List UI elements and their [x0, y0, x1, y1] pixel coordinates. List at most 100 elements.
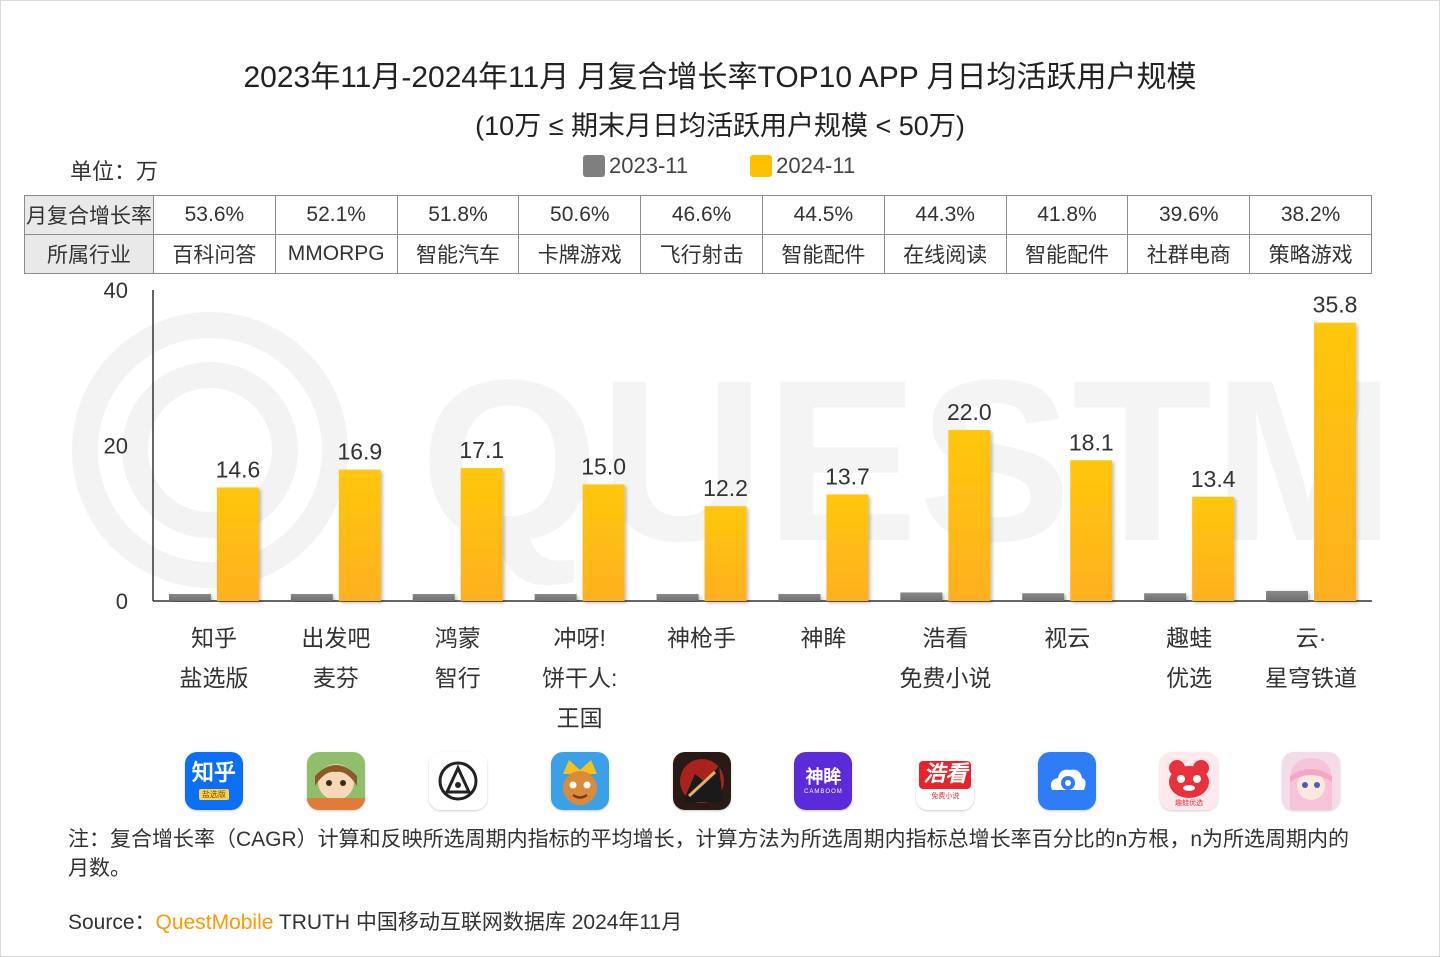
- x-category-label: 趣蛙 优选: [1129, 618, 1249, 698]
- zhihu-app-icon: 知乎 盐选版: [184, 752, 243, 810]
- x-category-line: 星穹铁道: [1265, 665, 1358, 691]
- bar-2024: [1192, 496, 1235, 601]
- starrail-app-icon: [1282, 752, 1341, 810]
- data-label-2024: 35.8: [1313, 292, 1358, 318]
- source-prefix: Source：: [68, 911, 156, 934]
- zhihu-logo-sub: 盐选版: [198, 789, 229, 800]
- x-category-line: 冲呀!: [553, 625, 606, 651]
- cagr-cell: 53.6%: [153, 195, 276, 235]
- cagr-cell: 44.3%: [883, 195, 1007, 235]
- bar-2023: [1266, 590, 1309, 601]
- cagr-cell: 50.6%: [518, 195, 642, 235]
- bar-2023: [900, 592, 943, 601]
- x-category-line: 出发吧: [301, 625, 371, 651]
- legend-swatch-2023: [583, 155, 605, 177]
- x-category-line: 智行: [434, 665, 481, 691]
- x-category-line: 神眸: [800, 625, 847, 651]
- legend-label-2023: 2023-11: [609, 153, 689, 178]
- x-category-line: 优选: [1166, 665, 1213, 691]
- legend-item-2023: 2023-11: [583, 153, 688, 179]
- bar-2023: [534, 594, 577, 601]
- industry-cell: 卡牌游戏: [518, 234, 642, 274]
- industry-row: 所属行业 百科问答 MMORPG 智能汽车 卡牌游戏 飞行射击 智能配件 在线阅…: [24, 234, 1372, 274]
- industry-cell: 在线阅读: [883, 234, 1007, 274]
- cagr-cell: 39.6%: [1127, 195, 1251, 235]
- industry-cell: 智能汽车: [396, 234, 520, 274]
- legend-item-2024: 2024-11: [750, 153, 855, 179]
- data-label-2024: 15.0: [581, 453, 626, 479]
- bar-2024: [704, 506, 747, 601]
- x-category-label: 云· 星穹铁道: [1251, 618, 1371, 698]
- data-label-2024: 14.6: [216, 456, 261, 482]
- x-category-label: 出发吧 麦芬: [276, 618, 396, 698]
- legend: 2023-11 2024-11: [583, 153, 917, 179]
- data-label-2024: 22.0: [947, 399, 992, 425]
- frog-app-icon: 趣蛙优选: [1160, 752, 1219, 810]
- x-category-line: 鸿蒙: [434, 625, 481, 651]
- info-table: 月复合增长率 53.6% 52.1% 51.8% 50.6% 46.6% 44.…: [24, 195, 1372, 274]
- cloud-eye-app-icon: [1038, 752, 1097, 810]
- bar-2024: [338, 469, 381, 601]
- bar-2024: [1314, 322, 1357, 601]
- cagr-cell: 52.1%: [274, 195, 398, 235]
- data-label-2024: 13.4: [1191, 466, 1236, 492]
- footnote: 注：复合增长率（CAGR）计算和反映所选周期内指标的平均增长，计算方法为所选周期…: [68, 828, 1350, 880]
- industry-cell: 智能配件: [1005, 234, 1129, 274]
- cagr-cell: 51.8%: [396, 195, 520, 235]
- cookie-game-app-icon: [550, 752, 609, 810]
- x-category-label: 鸿蒙 智行: [398, 618, 518, 698]
- source-line: Source：QuestMobile TRUTH 中国移动互联网数据库 2024…: [68, 906, 682, 936]
- x-category-line: 麦芬: [312, 665, 359, 691]
- bar-2023: [1022, 593, 1065, 601]
- bar-2024: [1070, 460, 1113, 601]
- bar-chart: 0 20 40 14.6 16.9 17.1 15.0 12.2 13.7 22.0 18.1 13…: [104, 278, 1372, 614]
- bar-2023: [778, 594, 821, 601]
- x-category-label: 浩看 免费小说: [885, 618, 1005, 698]
- y-tick-label: 20: [104, 434, 128, 459]
- haokan-logo-text: 浩看: [919, 761, 972, 789]
- qwa-logo-sub: 趣蛙优选: [1175, 800, 1204, 807]
- shooter-game-app-icon: [672, 752, 731, 810]
- cagr-row: 月复合增长率 53.6% 52.1% 51.8% 50.6% 46.6% 44.…: [24, 195, 1372, 235]
- bar-2023: [168, 594, 211, 601]
- chart-title: 2023年11月-2024年11月 月复合增长率TOP10 APP 月日均活跃用…: [243, 61, 1197, 94]
- bar-2023: [290, 594, 333, 601]
- y-tick-label: 40: [104, 278, 128, 303]
- bar-2024: [826, 494, 869, 601]
- bar-2024: [216, 487, 259, 601]
- data-label-2024: 18.1: [1069, 429, 1114, 455]
- industry-cell: MMORPG: [274, 234, 398, 274]
- haokan-app-icon: 浩看 免费小说: [916, 752, 975, 810]
- x-category-label: 冲呀! 饼干人: 王国: [520, 618, 640, 738]
- industry-cell: 百科问答: [153, 234, 276, 274]
- x-category-line: 神枪手: [667, 625, 737, 651]
- data-label-2024: 13.7: [825, 463, 870, 489]
- data-label-2024: 17.1: [459, 437, 504, 463]
- bar-2024: [460, 468, 503, 601]
- cagr-cell: 44.5%: [761, 195, 885, 235]
- x-category-label: 神眸: [763, 618, 883, 658]
- shenmou-app-icon: 神眸 CAMBOOM: [794, 752, 853, 810]
- industry-row-header: 所属行业: [24, 234, 154, 274]
- x-category-label: 视云: [1007, 618, 1127, 658]
- industry-cell: 策略游戏: [1249, 234, 1372, 274]
- shenmou-logo-text: 神眸: [805, 767, 842, 788]
- chart-subtitle: (10万 ≤ 期末月日均活跃用户规模 < 50万): [475, 111, 965, 141]
- x-category-line: 饼干人:: [541, 665, 618, 691]
- bar-2023: [412, 594, 455, 601]
- legend-swatch-2024: [750, 155, 773, 177]
- game-girl-app-icon: [306, 752, 365, 810]
- industry-cell: 社群电商: [1127, 234, 1251, 274]
- source-rest: TRUTH 中国移动互联网数据库 2024年11月: [273, 911, 683, 934]
- shenmou-logo-sub: CAMBOOM: [804, 789, 843, 795]
- cagr-row-header: 月复合增长率: [24, 195, 154, 235]
- cagr-cell: 41.8%: [1005, 195, 1129, 235]
- bar-2023: [1144, 593, 1187, 601]
- x-category-line: 免费小说: [899, 665, 992, 691]
- source-brand: QuestMobile: [155, 911, 274, 934]
- industry-cell: 智能配件: [761, 234, 885, 274]
- x-category-line: 王国: [556, 705, 603, 731]
- x-category-label: 知乎 盐选版: [154, 618, 274, 698]
- bar-2024: [582, 484, 625, 601]
- data-label-2024: 12.2: [703, 475, 748, 501]
